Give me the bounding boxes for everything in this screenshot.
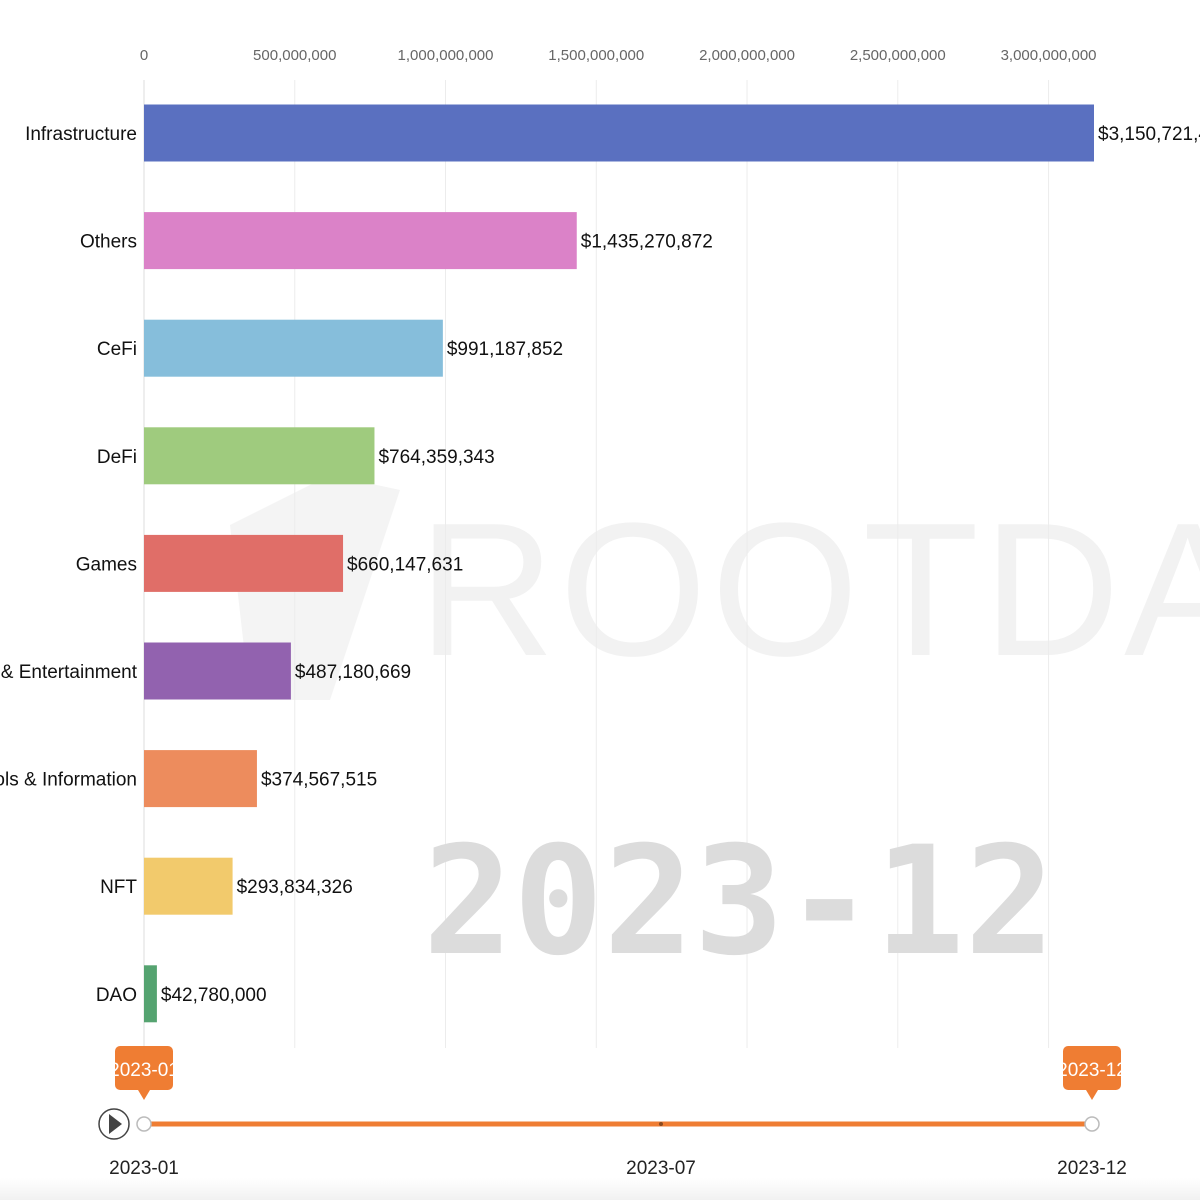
bar	[144, 857, 233, 915]
value-label: $487,180,669	[295, 662, 411, 683]
current-period-label: 2023-12	[423, 815, 1055, 989]
value-label: $42,780,000	[161, 985, 267, 1006]
category-label: Infrastructure	[25, 124, 137, 145]
bar	[144, 965, 157, 1023]
timeline-end-handle[interactable]	[1084, 1116, 1100, 1132]
bar	[144, 750, 257, 808]
bar	[144, 642, 291, 700]
timeline-label-end: 2023-12	[1057, 1158, 1127, 1179]
category-label: NFT	[100, 877, 137, 898]
timeline-label-mid: 2023-07	[626, 1158, 696, 1179]
category-label: Games	[76, 554, 137, 575]
bar	[144, 104, 1094, 162]
category-label: Tools & Information	[0, 770, 137, 791]
x-tick-label: 500,000,000	[253, 47, 336, 64]
value-label: $1,435,270,872	[581, 232, 713, 253]
x-tick-label: 3,000,000,000	[1001, 47, 1097, 64]
play-icon	[109, 1114, 122, 1134]
start-flag: 2023-01	[109, 1046, 179, 1100]
value-label: $991,187,852	[447, 339, 563, 360]
bars: Infrastructure $3,150,721,405 Others $1,435…	[0, 104, 1200, 1023]
play-button[interactable]	[98, 1108, 130, 1140]
end-flag: 2023-12	[1057, 1046, 1127, 1100]
timeline-slider[interactable]: 2023-01 2023-12 2023-01 2023-07 2023-12	[98, 1046, 1127, 1179]
watermark-text: ROOTDATA	[418, 484, 1200, 696]
timeline-label-start: 2023-01	[109, 1158, 179, 1179]
x-tick-label: 1,500,000,000	[548, 47, 644, 64]
bottom-fade	[0, 1178, 1200, 1200]
bar	[144, 319, 443, 377]
timeline-mid-dot	[659, 1122, 663, 1126]
category-label: Social & Entertainment	[0, 662, 138, 683]
bar	[144, 427, 375, 485]
value-label: $293,834,326	[237, 877, 353, 898]
category-label: DAO	[96, 985, 137, 1006]
category-label: DeFi	[97, 447, 137, 468]
x-tick-label: 2,500,000,000	[850, 47, 946, 64]
value-label: $3,150,721,405	[1098, 124, 1200, 145]
x-tick-label: 1,000,000,000	[398, 47, 494, 64]
x-tick-label: 2,000,000,000	[699, 47, 795, 64]
x-tick-label: 0	[140, 47, 148, 64]
value-label: $764,359,343	[378, 447, 494, 468]
category-label: CeFi	[97, 339, 137, 360]
bar	[144, 212, 577, 270]
value-label: $374,567,515	[261, 770, 377, 791]
category-label: Others	[80, 232, 137, 253]
timeline-start-handle[interactable]	[136, 1116, 152, 1132]
start-flag-label: 2023-01	[109, 1060, 179, 1081]
x-axis-ticks: 0 500,000,000 1,000,000,000 1,500,000,000 2,…	[140, 47, 1097, 64]
bar	[144, 534, 344, 592]
end-flag-label: 2023-12	[1057, 1060, 1127, 1081]
value-label: $660,147,631	[347, 554, 463, 575]
